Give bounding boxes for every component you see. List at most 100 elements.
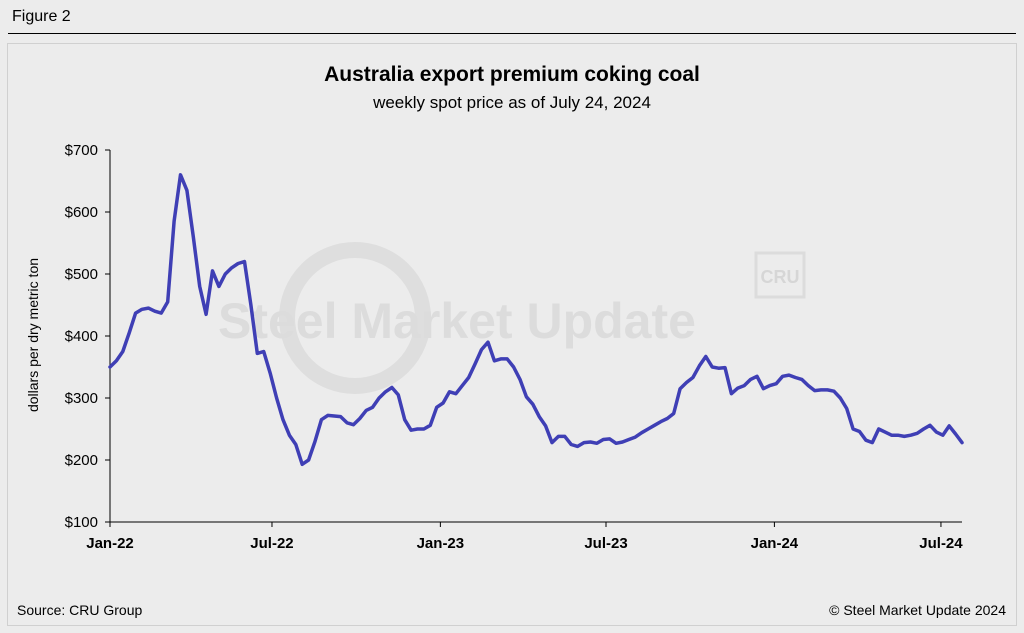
data-point [563, 435, 566, 438]
data-point [890, 434, 893, 437]
data-point [647, 428, 650, 431]
data-point [557, 435, 560, 438]
data-point [659, 420, 662, 423]
data-point [249, 304, 252, 307]
data-point [935, 431, 938, 434]
data-point [570, 443, 573, 446]
data-point [551, 441, 554, 444]
data-point [198, 285, 201, 288]
data-point [307, 459, 310, 462]
data-point [762, 387, 765, 390]
data-point [512, 366, 515, 369]
data-point [954, 433, 957, 436]
data-point [807, 384, 810, 387]
data-point [538, 415, 541, 418]
header-rule [8, 33, 1016, 34]
y-tick-label: $300 [65, 390, 98, 407]
x-tick-label: Jan-23 [417, 535, 465, 552]
data-point [909, 434, 912, 437]
data-point [390, 386, 393, 389]
data-point [371, 406, 374, 409]
data-point [397, 393, 400, 396]
data-point [346, 421, 349, 424]
data-point [640, 431, 643, 434]
data-point [845, 407, 848, 410]
y-tick-label: $100 [65, 514, 98, 531]
watermark-badge-icon [754, 251, 806, 299]
data-point [230, 266, 233, 269]
data-point [179, 173, 182, 176]
data-point [615, 442, 618, 445]
data-point [544, 424, 547, 427]
data-point [724, 366, 727, 369]
x-tick-label: Jul-24 [919, 535, 963, 552]
data-point [435, 406, 438, 409]
data-point [185, 189, 188, 192]
data-point [173, 220, 176, 223]
data-point [775, 382, 778, 385]
watermark: Steel Market Update CRU [218, 242, 806, 394]
data-point [871, 441, 874, 444]
data-point [672, 412, 675, 415]
data-point [781, 375, 784, 378]
data-point [480, 348, 483, 351]
copyright-note: © Steel Market Update 2024 [829, 602, 1006, 618]
data-point [217, 285, 220, 288]
data-point [576, 445, 579, 448]
data-point [711, 366, 714, 369]
data-point [134, 312, 137, 315]
data-point [896, 434, 899, 437]
data-point [519, 378, 522, 381]
data-point [749, 378, 752, 381]
data-point [275, 397, 278, 400]
data-point [800, 378, 803, 381]
x-tick-label: Jan-24 [751, 535, 799, 552]
x-tick-label: Jul-23 [584, 535, 627, 552]
data-point [333, 415, 336, 418]
data-point [211, 269, 214, 272]
data-point [442, 402, 445, 405]
watermark-ring-icon [279, 242, 431, 394]
data-point [378, 397, 381, 400]
data-point [826, 388, 829, 391]
data-point [743, 384, 746, 387]
data-point [416, 428, 419, 431]
y-tick-label: $500 [65, 266, 98, 283]
data-point [403, 418, 406, 421]
data-point [294, 443, 297, 446]
data-point [595, 442, 598, 445]
data-point [832, 390, 835, 393]
data-point [352, 423, 355, 426]
data-point [282, 418, 285, 421]
data-point [237, 262, 240, 265]
data-point [243, 260, 246, 263]
data-point [320, 418, 323, 421]
data-point [864, 439, 867, 442]
data-point [153, 310, 156, 313]
data-point [653, 424, 656, 427]
data-point [788, 374, 791, 377]
axes [105, 149, 962, 527]
data-point [685, 381, 688, 384]
series-layer [108, 173, 964, 467]
data-point [365, 409, 368, 412]
data-point [224, 273, 227, 276]
y-tick-label: $700 [65, 142, 98, 159]
chart-panel [7, 43, 1017, 626]
data-point [506, 357, 509, 360]
data-point [852, 428, 855, 431]
data-point [288, 434, 291, 437]
source-note: Source: CRU Group [17, 602, 143, 618]
data-point [256, 352, 259, 355]
data-point [525, 395, 528, 398]
chart-subtitle: weekly spot price as of July 24, 2024 [373, 93, 651, 112]
data-point [487, 341, 490, 344]
data-point [948, 424, 951, 427]
data-point [467, 376, 470, 379]
data-point [141, 308, 144, 311]
data-point [813, 389, 816, 392]
watermark-badge-text: CRU [761, 267, 800, 287]
data-point [691, 376, 694, 379]
data-point [768, 384, 771, 387]
